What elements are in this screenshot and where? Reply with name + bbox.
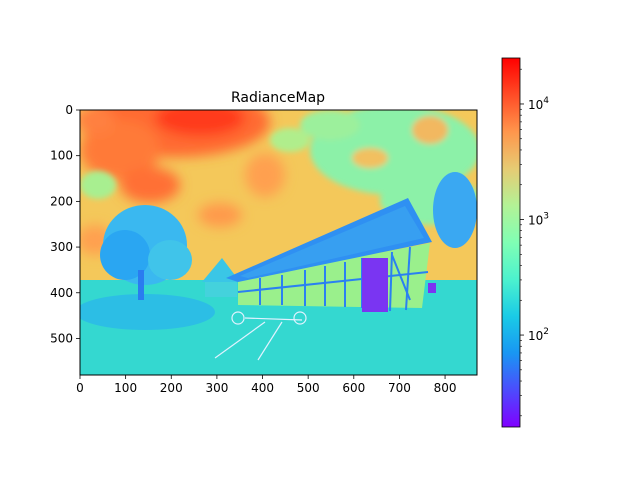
tree-shadow [80,294,215,330]
y-tick-label: 400 [50,286,73,300]
radiance-image [80,110,477,375]
x-tick-label: 200 [160,381,183,395]
y-tick-label: 300 [50,240,73,254]
y-tick-label: 200 [50,194,73,208]
colorbar-ticks: 102 103 104 [520,68,549,417]
x-tick-label: 500 [297,381,320,395]
tree [100,205,192,300]
hot-sky-region [80,110,285,255]
y-tick-label: 0 [65,103,73,117]
x-tick-label: 600 [342,381,365,395]
x-tick-label: 300 [205,381,228,395]
chart-title: RadianceMap [231,90,325,106]
colorbar-tick-label: 102 [528,327,549,343]
right-tree [433,172,477,248]
distant-house-roof [202,258,240,282]
colorbar: 102 103 104 [501,57,549,428]
plot-frame [79,109,478,376]
x-tick-label: 800 [434,381,457,395]
barn-door [362,258,388,312]
y-axis: 0 100 200 300 400 500 [50,103,80,345]
barn-side-window [428,283,436,293]
y-tick-label: 100 [50,149,73,163]
x-tick-label: 700 [388,381,411,395]
colorbar-tick-label: 103 [528,212,549,228]
x-tick-label: 400 [251,381,274,395]
colorbar-tick-label: 104 [528,96,549,112]
distant-house-wall [205,282,237,297]
cloud-region [80,110,477,225]
colorbar-gradient [501,57,521,428]
cart [214,311,307,361]
y-tick-label: 500 [50,331,73,345]
x-axis: 0 100 200 300 400 500 600 700 800 [76,375,457,395]
x-tick-label: 0 [76,381,84,395]
x-tick-label: 100 [114,381,137,395]
